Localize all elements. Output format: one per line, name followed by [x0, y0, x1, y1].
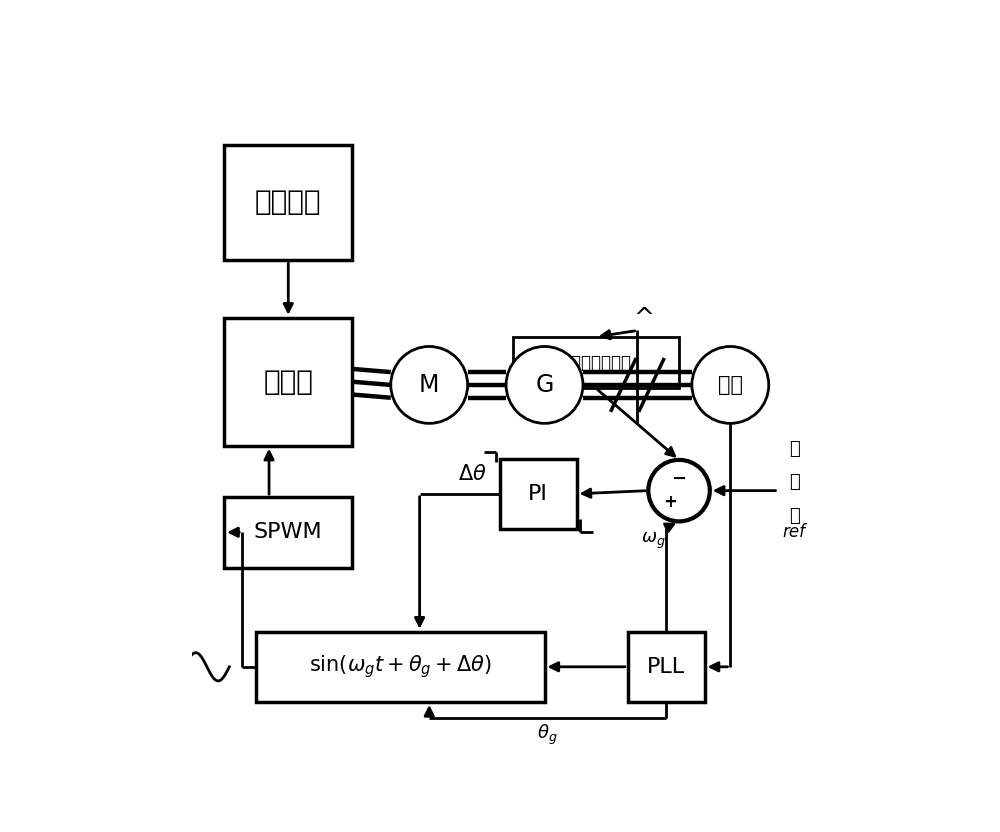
Bar [256, 631, 545, 702]
Text: 电: 电 [789, 440, 800, 458]
Circle shape [648, 460, 710, 522]
Text: G: G [535, 373, 554, 397]
Bar [512, 337, 679, 388]
Text: $\theta_g$: $\theta_g$ [537, 722, 558, 747]
Text: ^: ^ [633, 306, 654, 330]
Circle shape [391, 346, 468, 423]
Text: $\sin(\omega_g t+\theta_g+\Delta\theta)$: $\sin(\omega_g t+\theta_g+\Delta\theta)$ [309, 653, 492, 681]
Text: 电参数采集模块: 电参数采集模块 [561, 354, 631, 372]
Text: 光伏电场: 光伏电场 [255, 188, 322, 216]
Text: 数: 数 [789, 507, 800, 525]
Text: $\Delta\theta$: $\Delta\theta$ [458, 464, 487, 484]
Text: 变频器: 变频器 [263, 368, 313, 396]
Bar [224, 145, 352, 260]
Text: 电网: 电网 [718, 375, 743, 395]
Text: SPWM: SPWM [254, 522, 323, 542]
Bar [224, 318, 352, 446]
Text: −: − [672, 470, 687, 488]
Circle shape [506, 346, 583, 423]
Bar [500, 458, 577, 529]
Bar [628, 631, 705, 702]
Text: PLL: PLL [647, 656, 685, 676]
Circle shape [692, 346, 769, 423]
Text: $\omega_g$: $\omega_g$ [641, 531, 666, 551]
Text: M: M [419, 373, 439, 397]
Bar [224, 497, 352, 567]
Text: ref: ref [783, 523, 806, 542]
Text: +: + [663, 493, 677, 512]
Text: PI: PI [528, 484, 548, 504]
Text: 参: 参 [789, 473, 800, 492]
